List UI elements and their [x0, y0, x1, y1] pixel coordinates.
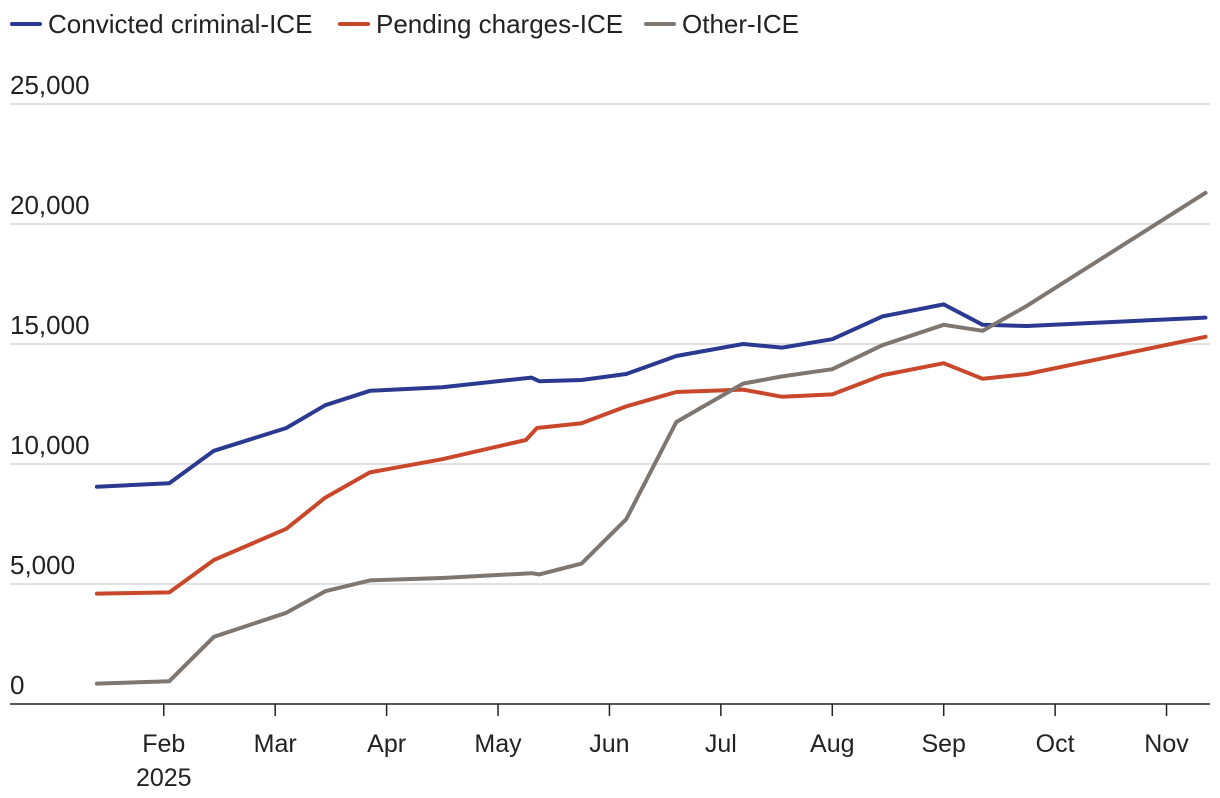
series-line-convicted-criminal-ice: [94, 302, 1208, 489]
legend-label: Pending charges-ICE: [376, 9, 623, 39]
x-tick-label: Jun: [589, 730, 629, 758]
x-tick-label: Jul: [705, 730, 737, 758]
legend: Convicted criminal-ICE Pending charges-IC…: [10, 9, 799, 39]
y-tick-label: 15,000: [10, 310, 90, 340]
x-tick-sublabel: 2025: [136, 764, 192, 792]
legend-label: Other-ICE: [682, 9, 799, 39]
x-axis-ticks: Feb 2025 Mar Apr May Jun Jul Aug Sep Oct Nov: [136, 704, 1189, 792]
series-line-other-ice: [94, 190, 1208, 686]
gridlines: [10, 103, 1210, 585]
y-tick-label: 20,000: [10, 190, 90, 220]
y-axis-ticks: 0 5,000 10,000 15,000 20,000 25,000: [10, 70, 90, 700]
x-tick-label: Feb: [142, 730, 185, 758]
x-tick-label: May: [474, 730, 522, 758]
x-tick-label: Nov: [1144, 730, 1189, 758]
x-tick-label: Apr: [367, 730, 406, 758]
y-tick-label: 5,000: [10, 550, 75, 580]
y-tick-label: 25,000: [10, 70, 90, 100]
x-tick-label: Aug: [810, 730, 854, 758]
x-tick-label: Mar: [254, 730, 297, 758]
x-tick-label: Sep: [921, 730, 965, 758]
y-tick-label: 10,000: [10, 430, 90, 460]
series-lines: [94, 190, 1208, 686]
y-tick-label: 0: [10, 670, 24, 700]
legend-label: Convicted criminal-ICE: [48, 9, 312, 39]
series-line-pending-charges-ice: [94, 334, 1208, 596]
x-tick-label: Oct: [1036, 730, 1075, 758]
